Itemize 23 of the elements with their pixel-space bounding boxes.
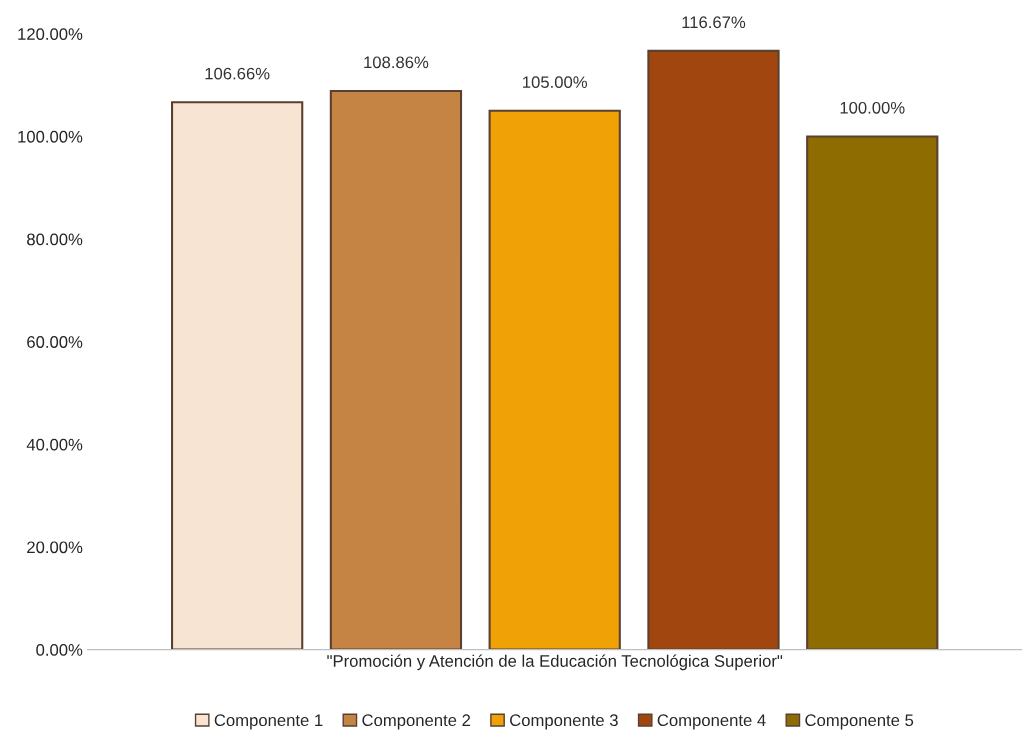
data-label: 116.67%: [682, 16, 746, 29]
bar: [488, 109, 621, 650]
y-tick-label: 0.00%: [36, 644, 83, 656]
bar: [806, 135, 939, 650]
legend-label: Componente 1: [214, 714, 323, 730]
legend-label: Componente 4: [657, 714, 766, 730]
data-label: 106.66%: [205, 67, 270, 80]
y-tick-label: 80.00%: [27, 233, 83, 246]
data-label: 105.00%: [523, 76, 588, 89]
x-tick-label: "Promoción y Atención de la Educación Tecnológica Superior": [327, 654, 783, 671]
legend-label: Componente 3: [510, 714, 618, 730]
data-label: 108.86%: [364, 56, 429, 69]
y-tick-label: 100.00%: [18, 130, 83, 143]
y-tick-label: 20.00%: [27, 541, 83, 554]
y-tick-label: 60.00%: [27, 336, 83, 348]
legend-label: Componente 2: [362, 714, 471, 730]
data-label: 100.00%: [840, 101, 905, 114]
legend-label: Componente 5: [805, 714, 914, 730]
y-tick-label: 120.00%: [18, 28, 83, 40]
bar: [329, 89, 463, 650]
y-tick-label: 40.00%: [26, 438, 83, 451]
bar: [171, 101, 304, 650]
bar: [647, 49, 780, 650]
